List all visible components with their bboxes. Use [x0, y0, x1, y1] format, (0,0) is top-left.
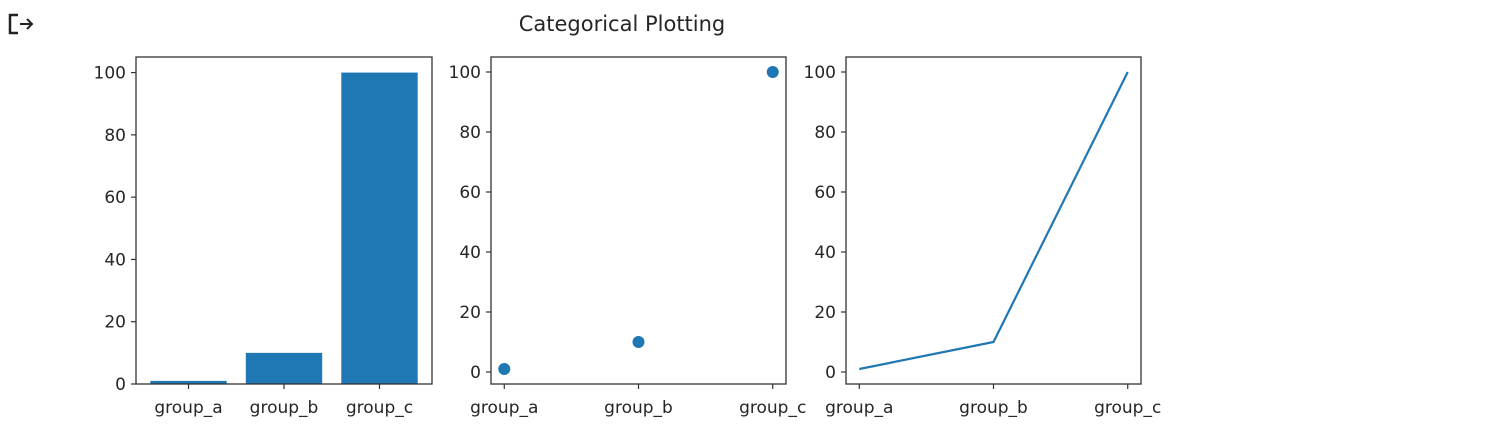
y-tick-label: 0: [470, 363, 481, 383]
y-tick-label: 80: [459, 123, 481, 143]
y-tick-label: 0: [115, 375, 126, 395]
y-tick-label: 20: [814, 303, 836, 323]
y-tick-label: 100: [804, 63, 836, 83]
x-tick-label: group_a: [154, 398, 222, 418]
axes-frame: [490, 56, 787, 385]
bar-chart: 0 20 40 60 80 100 group_a group_b group_c: [94, 56, 433, 418]
bar-group_c: [341, 72, 418, 385]
y-tick-label: 60: [459, 183, 481, 203]
y-tick-label: 100: [94, 64, 126, 84]
point-group_b: [632, 336, 645, 348]
x-tick-label: group_b: [250, 398, 319, 418]
y-tick-label: 60: [814, 183, 836, 203]
y-tick-label: 20: [459, 303, 481, 323]
scatter-chart: 0 20 40 60 80 100 group_a group_b group_c: [449, 56, 806, 418]
x-tick-label: group_a: [825, 398, 893, 418]
axes-frame: [845, 56, 1142, 385]
y-tick-label: 60: [104, 188, 126, 208]
x-tick-label: group_c: [1094, 398, 1161, 418]
y-tick-label: 40: [814, 243, 836, 263]
y-tick-label: 40: [459, 243, 481, 263]
y-tick-label: 80: [104, 126, 126, 146]
line-series: [859, 71, 1129, 371]
x-tick-label: group_c: [739, 398, 806, 418]
x-tick-label: group_b: [959, 398, 1028, 418]
output-redirect-icon: [8, 13, 34, 35]
line-chart: 0 20 40 60 80 100 group_a group_b group_c: [804, 56, 1161, 418]
y-tick-label: 20: [104, 313, 126, 333]
figure-title: Categorical Plotting: [518, 12, 726, 36]
point-group_c: [766, 66, 779, 78]
y-tick-label: 0: [825, 363, 836, 383]
x-tick-label: group_a: [470, 398, 538, 418]
bar-group_b: [245, 352, 323, 384]
y-tick-label: 80: [814, 123, 836, 143]
bar-group_a: [150, 380, 227, 384]
y-tick-label: 100: [449, 63, 481, 83]
x-tick-label: group_c: [346, 398, 413, 418]
y-tick-label: 40: [104, 250, 126, 270]
point-group_a: [498, 363, 511, 375]
x-tick-label: group_b: [604, 398, 673, 418]
